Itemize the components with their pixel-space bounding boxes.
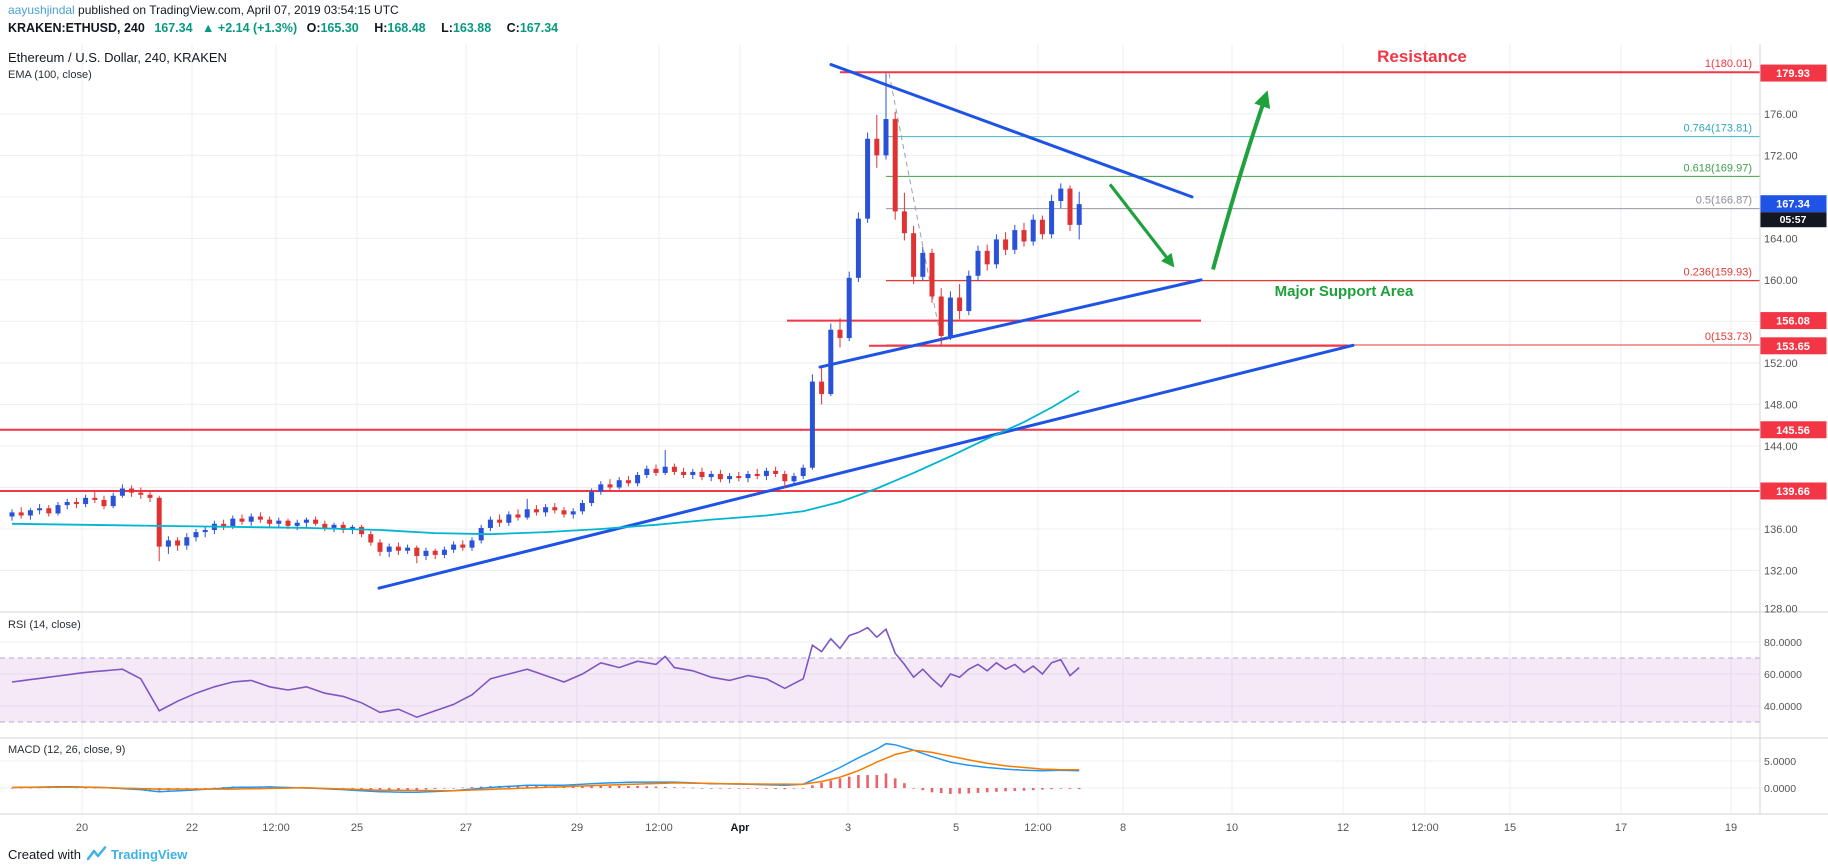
quote-change: ▲ +2.14 (+1.3%) [202, 21, 298, 35]
svg-text:136.00: 136.00 [1764, 524, 1798, 536]
time-label: 12 [1337, 822, 1349, 834]
rsi-line [11, 626, 1080, 719]
projection-arrows[interactable] [1108, 90, 1271, 271]
svg-text:160.00: 160.00 [1764, 275, 1798, 287]
quote-last-price: 167.34 [154, 21, 193, 35]
svg-text:0.618(169.97): 0.618(169.97) [1684, 162, 1753, 174]
time-label: 20 [76, 822, 88, 834]
macd-line [11, 742, 1080, 794]
green-up-arrow [1211, 90, 1271, 271]
fib-labels: 1(180.01) 0.764(173.81) 0.618(169.97) 0.5(1… [1684, 58, 1753, 343]
time-label: 12:00 [1024, 822, 1052, 834]
time-label: 3 [845, 822, 851, 834]
horizontal-lines [0, 71, 1760, 492]
byline-text: published on TradingView.com, April 07, … [74, 3, 399, 17]
time-label: 25 [351, 822, 363, 834]
quote-bar: KRAKEN:ETHUSD, 240 167.34 ▲ +2.14 (+1.3%… [8, 21, 570, 35]
svg-text:172.00: 172.00 [1764, 150, 1798, 162]
trend-line [377, 343, 1355, 590]
macd-signal-line [11, 749, 1080, 792]
price-badge [1760, 421, 1827, 439]
trend-lines[interactable] [377, 63, 1355, 590]
price-badge [1760, 337, 1827, 355]
svg-text:153.65: 153.65 [1776, 341, 1810, 353]
svg-text:179.93: 179.93 [1776, 68, 1810, 80]
svg-text:0.236(159.93): 0.236(159.93) [1684, 267, 1753, 279]
svg-text:148.00: 148.00 [1764, 399, 1798, 411]
time-label: 12:00 [262, 822, 290, 834]
chart-area[interactable]: 1(180.01) 0.764(173.81) 0.618(169.97) 0.5(1… [0, 44, 1828, 840]
svg-text:0.5(166.87): 0.5(166.87) [1696, 195, 1752, 207]
price-chart-canvas[interactable]: 1(180.01) 0.764(173.81) 0.618(169.97) 0.5(1… [0, 44, 1828, 840]
svg-text:128.00: 128.00 [1764, 603, 1798, 615]
svg-text:145.56: 145.56 [1776, 425, 1810, 437]
svg-text:144.00: 144.00 [1764, 441, 1798, 453]
quote-close: C:167.34 [506, 21, 559, 35]
price-badge [1760, 195, 1827, 213]
svg-text:60.0000: 60.0000 [1764, 669, 1802, 681]
time-label: 12:00 [1411, 822, 1439, 834]
time-label: Apr [731, 822, 751, 834]
svg-text:1(180.01): 1(180.01) [1705, 58, 1752, 70]
svg-text:05:57: 05:57 [1780, 214, 1807, 226]
quote-open: O:165.30 [306, 21, 359, 35]
svg-text:167.34: 167.34 [1776, 199, 1811, 211]
countdown-badge [1760, 212, 1827, 228]
time-label: 15 [1504, 822, 1516, 834]
quote-high: H:168.48 [374, 21, 426, 35]
trend-line [818, 278, 1203, 369]
svg-text:0.0000: 0.0000 [1764, 783, 1796, 795]
svg-text:0.764(173.81): 0.764(173.81) [1684, 123, 1753, 135]
svg-text:156.08: 156.08 [1776, 316, 1810, 328]
green-arrow [1108, 183, 1175, 268]
fib-anchor-dashed-line [888, 73, 943, 345]
price-badge [1760, 482, 1827, 500]
time-label: 27 [460, 822, 472, 834]
byline: aayushjindal published on TradingView.co… [8, 3, 399, 17]
time-label: 17 [1615, 822, 1627, 834]
svg-text:176.00: 176.00 [1764, 109, 1798, 121]
footer-created-with: Created with [8, 846, 81, 862]
svg-text:139.66: 139.66 [1776, 486, 1810, 498]
svg-text:5.0000: 5.0000 [1764, 756, 1796, 768]
tradingview-logo-icon [86, 846, 107, 862]
price-axis[interactable]: 176.00 172.00 164.00 160.00 152.00 148.00 144.… [1764, 109, 1802, 795]
svg-text:0(153.73): 0(153.73) [1705, 331, 1752, 343]
price-badges: 179.93 167.34 156.08 153.65 145.56 139.66 05:5… [1760, 64, 1827, 500]
svg-text:164.00: 164.00 [1764, 233, 1798, 245]
rsi-band [0, 657, 1760, 723]
time-label: 22 [186, 822, 198, 834]
tradingview-link[interactable]: TradingView [110, 846, 188, 862]
time-label: 19 [1725, 822, 1737, 834]
time-label: 5 [953, 822, 959, 834]
quote-low: L:163.88 [441, 21, 492, 35]
svg-text:40.0000: 40.0000 [1764, 701, 1802, 713]
footer: Created with TradingView [0, 840, 1828, 868]
time-label: 10 [1226, 822, 1238, 834]
svg-text:80.0000: 80.0000 [1764, 637, 1802, 649]
price-badge [1760, 64, 1827, 82]
time-label: 8 [1120, 822, 1126, 834]
time-label: 29 [571, 822, 583, 834]
price-badge [1760, 312, 1827, 330]
trend-line [829, 63, 1194, 199]
svg-text:152.00: 152.00 [1764, 358, 1798, 370]
candles [9, 73, 1082, 564]
svg-text:132.00: 132.00 [1764, 565, 1798, 577]
byline-username: aayushjindal [8, 3, 75, 17]
time-axis[interactable]: 20 22 12:00 25 27 29 12:00 Apr 3 5 12:00 8 10 12 12:00… [76, 822, 1737, 834]
time-label: 12:00 [645, 822, 673, 834]
quote-symbol: KRAKEN:ETHUSD, 240 [8, 21, 145, 35]
ema-line [11, 390, 1080, 536]
